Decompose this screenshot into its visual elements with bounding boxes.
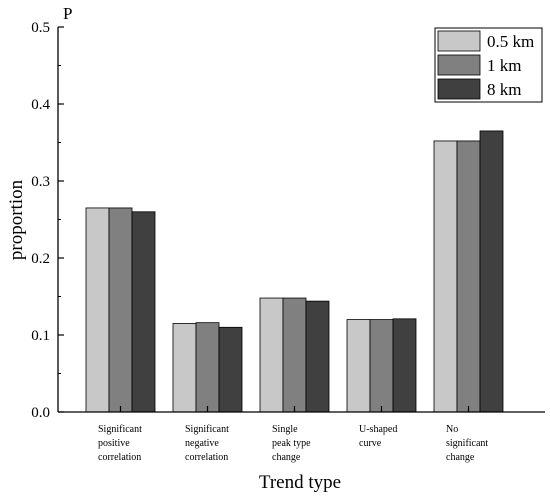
bar [218, 326, 243, 413]
y-axis-title: proportion [6, 179, 27, 260]
legend-label: 0.5 km [487, 32, 534, 51]
y-tick-label: 0.2 [31, 251, 50, 267]
x-tick-label: U-shaped curve [359, 424, 397, 449]
legend-swatch [437, 78, 481, 100]
bars-group [85, 130, 504, 413]
bar [85, 207, 110, 413]
bar [456, 140, 481, 413]
bar [369, 319, 394, 413]
bar [172, 323, 197, 413]
y-axis-ticks: 0.0 0.1 0.2 0.3 0.4 0.5 [31, 20, 64, 421]
legend-swatch [437, 54, 481, 76]
bar [282, 297, 307, 413]
x-tick-label: Single peak type change [272, 424, 311, 463]
y-tick-label: 0.3 [31, 174, 50, 190]
bar [433, 140, 458, 413]
y-tick-label: 0.4 [31, 97, 50, 113]
bar [195, 322, 220, 413]
x-axis-ticks: Significant positive correlation Significan… [98, 406, 488, 463]
bar [131, 211, 156, 413]
legend-label: 1 km [487, 56, 521, 75]
bar [259, 297, 284, 413]
legend-label: 8 km [487, 80, 521, 99]
legend-swatch [437, 30, 481, 52]
x-tick-label: Significant positive correlation [98, 424, 142, 463]
legend: 0.5 km 1 km 8 km [434, 27, 543, 103]
y-tick-label: 0.0 [31, 405, 50, 421]
bar [305, 300, 330, 413]
bar [108, 207, 133, 413]
y-tick-label: 0.5 [31, 20, 50, 36]
x-tick-label: No significant change [446, 424, 488, 463]
x-tick-label: Significant negative correlation [185, 424, 229, 463]
y-unit-label: P [63, 4, 72, 23]
bar [479, 130, 504, 413]
bar [392, 318, 417, 413]
y-tick-label: 0.1 [31, 328, 50, 344]
bar [346, 319, 371, 413]
x-axis-title: Trend type [259, 472, 341, 493]
